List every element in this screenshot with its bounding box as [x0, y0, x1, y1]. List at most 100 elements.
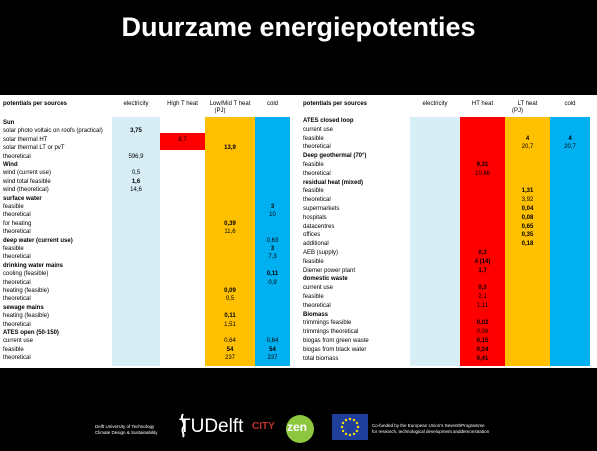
tu-flame	[180, 413, 186, 438]
row-label: domestic waste	[303, 276, 348, 283]
row-label: current use	[303, 126, 334, 133]
cell-value: 1,51	[224, 321, 236, 328]
row-label: hospitals	[303, 214, 327, 221]
row-label: theoretical	[303, 197, 331, 204]
row-label: solar thermal LT or pvT	[3, 145, 65, 152]
star	[344, 418, 348, 422]
column-header: cold	[564, 101, 576, 107]
cell-value: 14,6	[130, 187, 142, 194]
row-label: Biomass	[303, 311, 329, 318]
row-label: ATES open (50-150)	[3, 330, 59, 336]
row-label: theoretical	[3, 296, 31, 303]
cell-value: 0,06	[476, 329, 489, 336]
row-label: feasible	[303, 135, 324, 142]
unit: (PJ)	[512, 108, 523, 114]
star	[352, 418, 356, 422]
column-fill	[550, 117, 590, 366]
university: Delft University of Technology	[95, 424, 155, 429]
cell-value: 54	[226, 346, 234, 353]
cell-value: 1,7	[478, 267, 487, 274]
cell-value: 11,6	[224, 229, 236, 236]
star	[344, 432, 348, 436]
cell-value: 20,7	[564, 144, 576, 151]
cell-value: 0,09	[224, 288, 236, 294]
row-label: feasible	[303, 258, 324, 265]
column-header: HT heat	[471, 101, 494, 107]
cell-value: 237	[267, 355, 278, 362]
row-label: wind total feasible	[3, 178, 51, 185]
column-header: cold	[266, 101, 278, 107]
cell-value: 3,75	[130, 128, 142, 135]
row-label: theoretical	[303, 144, 331, 151]
column-fill	[112, 117, 160, 366]
column-fill	[460, 117, 505, 366]
row-label: theoretical	[303, 302, 331, 309]
row-label: trimmings feasible	[303, 320, 352, 327]
cell-value: 3,92	[521, 197, 534, 204]
row-label: offices	[303, 232, 321, 239]
row-label: biogas from black water	[303, 346, 367, 353]
cell-value: 0,41	[476, 355, 489, 362]
cell-value: 9,31	[476, 162, 489, 168]
row-label: deep water (current use)	[3, 237, 73, 244]
cell-value: 0,18	[521, 241, 534, 248]
row-label: AEB (supply)	[303, 250, 339, 256]
header-label: potentials per sources	[3, 101, 68, 107]
cell-value: 10,86	[474, 170, 490, 177]
cell-value: 0,3	[478, 285, 487, 292]
cell-value: 0,35	[521, 232, 534, 239]
row-label: theoretical	[3, 229, 31, 236]
row-label: Diemer power plant	[303, 267, 356, 274]
eu-line: Co-funded by the European Union's Sevent…	[372, 423, 485, 428]
zen-circle	[286, 415, 314, 443]
cell-value: 0,5	[225, 296, 235, 303]
cell-value: 0,39	[224, 220, 236, 227]
row-label: feasible	[303, 294, 324, 300]
cell-value: 0,11	[266, 271, 279, 278]
star	[356, 425, 360, 429]
cell-value: 0,15	[476, 338, 489, 344]
eu-flag	[332, 414, 368, 440]
header-label: potentials per sources	[303, 101, 368, 107]
row-label: current use	[3, 338, 34, 345]
row-label: surface water	[3, 195, 42, 202]
column-header: Low/Mid T heat	[209, 101, 251, 107]
row-label: drinking water mains	[3, 262, 64, 269]
cell-value: 2,1	[478, 294, 487, 300]
cell-value: 13,9	[224, 145, 236, 152]
row-label: trimmings theoretical	[303, 329, 359, 336]
cell-value: 237	[224, 355, 235, 362]
row-label: feasible	[303, 162, 324, 168]
star	[341, 421, 345, 425]
column-fill	[255, 117, 290, 366]
cell-value: 10	[269, 212, 276, 219]
title: Duurzame energiepotenties	[121, 12, 476, 42]
star	[355, 421, 359, 425]
row-label: feasible	[3, 246, 24, 252]
column-fill	[160, 133, 205, 150]
star	[355, 429, 359, 433]
cell-value: 20,7	[521, 144, 534, 151]
star	[341, 429, 345, 433]
cell-value: 8,7	[178, 136, 187, 143]
cell-value: 0,5	[131, 170, 141, 177]
zen-logo: zen	[287, 420, 308, 434]
row-label: cooling (feasible)	[3, 271, 49, 278]
row-label: theoretical	[3, 153, 31, 160]
star	[348, 433, 352, 437]
row-label: theoretical	[3, 279, 31, 286]
column-header: High T heat	[167, 101, 198, 107]
cell-value: 0,02	[476, 320, 489, 327]
row-label: theoretical	[3, 212, 31, 219]
row-label: heating (feasible)	[3, 288, 50, 294]
row-label: additional	[303, 241, 329, 248]
cell-value: 3	[270, 246, 275, 252]
cell-value: 1,11	[476, 302, 489, 309]
star	[348, 417, 352, 421]
column-fill	[410, 117, 460, 366]
cell-value: 0,3	[478, 250, 487, 256]
row-label: theoretical	[3, 321, 31, 328]
column-fill	[205, 117, 255, 366]
column-header: LT heat	[517, 101, 538, 107]
